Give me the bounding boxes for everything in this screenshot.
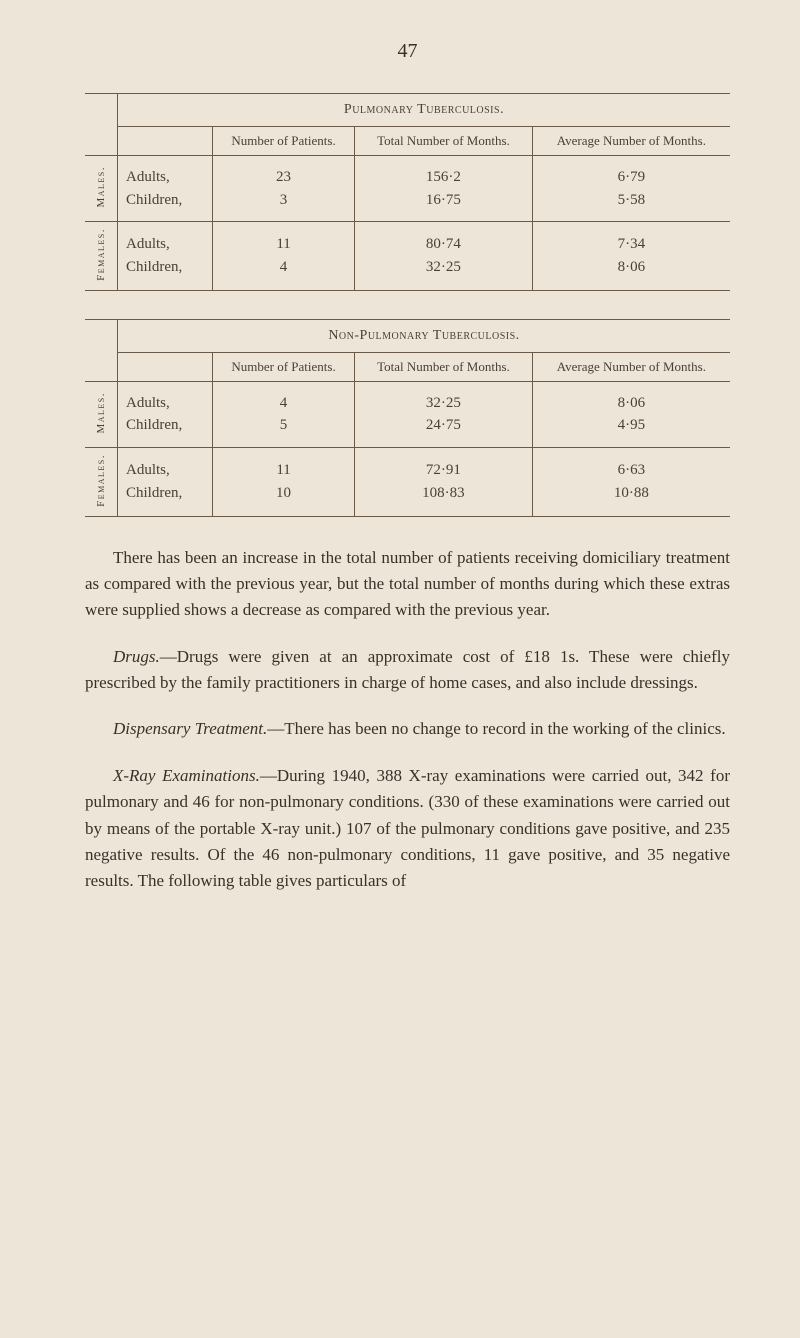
non-pulmonary-table: Non-Pulmonary Tuberculosis. Number of Pa… — [85, 319, 730, 517]
table-cell: 7·34 8·06 — [532, 222, 730, 291]
page-number: 47 — [85, 40, 730, 63]
table-cell: 23 3 — [213, 156, 355, 222]
paragraph-drugs: Drugs.—Drugs were given at an approximat… — [85, 644, 730, 697]
table-cell: 72·91 108·83 — [355, 447, 533, 516]
pulmonary-table: Pulmonary Tuberculosis. Number of Patien… — [85, 93, 730, 291]
dispensary-lead: Dispensary Treatment. — [113, 719, 267, 738]
table2-group-females: Females. — [85, 447, 118, 516]
table1-header-months: Total Number of Months. — [355, 127, 533, 156]
table1-group-males: Males. — [85, 156, 118, 222]
table2-females-categories: Adults, Children, — [118, 447, 213, 516]
table2-header-patients: Number of Patients. — [213, 352, 355, 381]
table-cell: 156·2 16·75 — [355, 156, 533, 222]
table-cell: 32·25 24·75 — [355, 381, 533, 447]
table-cell: 6·79 5·58 — [532, 156, 730, 222]
table-cell: 4 5 — [213, 381, 355, 447]
drugs-text: —Drugs were given at an approximate cost… — [85, 647, 730, 692]
table2-title: Non-Pulmonary Tuberculosis. — [118, 319, 731, 352]
paragraph-xray: X-Ray Examinations.—During 1940, 388 X-r… — [85, 763, 730, 895]
table2-group-males: Males. — [85, 381, 118, 447]
drugs-lead: Drugs. — [113, 647, 160, 666]
table1-header-patients: Number of Patients. — [213, 127, 355, 156]
table2-males-categories: Adults, Children, — [118, 381, 213, 447]
paragraph-dispensary: Dispensary Treatment.—There has been no … — [85, 716, 730, 742]
table1-group-females: Females. — [85, 222, 118, 291]
table-cell: 80·74 32·25 — [355, 222, 533, 291]
table1-females-categories: Adults, Children, — [118, 222, 213, 291]
table2-header-months: Total Number of Months. — [355, 352, 533, 381]
table-cell: 11 10 — [213, 447, 355, 516]
table-cell: 11 4 — [213, 222, 355, 291]
table2-header-avg: Average Number of Months. — [532, 352, 730, 381]
table-cell: 8·06 4·95 — [532, 381, 730, 447]
dispensary-text: —There has been no change to record in t… — [267, 719, 725, 738]
xray-lead: X-Ray Examinations. — [113, 766, 260, 785]
table1-header-avg: Average Number of Months. — [532, 127, 730, 156]
table1-males-categories: Adults, Children, — [118, 156, 213, 222]
table-cell: 6·63 10·88 — [532, 447, 730, 516]
paragraph-intro: There has been an increase in the total … — [85, 545, 730, 624]
page-container: 47 Pulmonary Tuberculosis. Number of Pat… — [0, 0, 800, 955]
table1-title: Pulmonary Tuberculosis. — [118, 94, 731, 127]
